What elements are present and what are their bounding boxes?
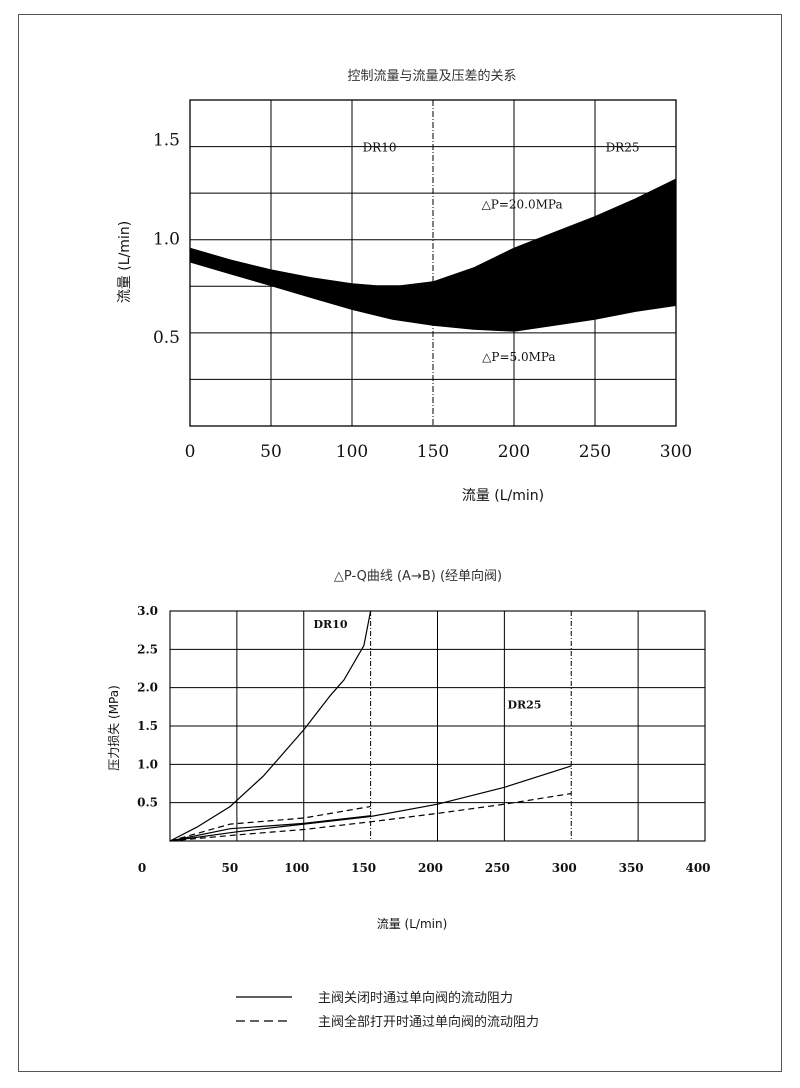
chart2-ylabel: 压力损失 (MPa) xyxy=(106,685,121,771)
chart2-xtick-label: 250 xyxy=(485,861,510,875)
legend-solid-label: 主阀关闭时通过单向阀的流动阻力 xyxy=(318,990,513,1006)
chart1-ytick-label: 1.0 xyxy=(153,229,180,249)
chart1-band xyxy=(189,178,677,332)
chart1-xlabel: 流量 (L/min) xyxy=(462,488,544,504)
chart2-series-dr10-solid xyxy=(169,610,372,842)
chart2-xtick-label: 150 xyxy=(351,861,376,875)
chart2-xtick-label: 350 xyxy=(619,861,644,875)
chart1-ylabel: 流量 (L/min) xyxy=(117,221,133,303)
chart1-xtick-label: 150 xyxy=(417,442,449,462)
chart2-lines xyxy=(169,610,572,842)
chart1-annotations: DR10 DR25 △P=20.0MPa △P=5.0MPa xyxy=(363,140,640,363)
legend: 主阀关闭时通过单向阀的流动阻力 主阀全部打开时通过单向阀的流动阻力 xyxy=(236,990,539,1030)
chart2-annotation: DR25 xyxy=(507,698,541,711)
chart2-xtick-label: 400 xyxy=(685,861,710,875)
chart1-title: 控制流量与流量及压差的关系 xyxy=(347,68,516,84)
chart2-annotation: DR10 xyxy=(314,618,348,631)
chart1-xtick-label: 250 xyxy=(579,442,611,462)
chart2-xtick-label: 200 xyxy=(418,861,443,875)
chart-flow-control: 控制流量与流量及压差的关系 0 50 100 150 200 250 300 0.5 1.0 1.… xyxy=(117,68,692,504)
chart1-annotation: DR25 xyxy=(606,140,640,154)
chart1-ytick-label: 0.5 xyxy=(153,328,180,348)
chart1-xtick-label: 50 xyxy=(260,442,282,462)
chart1-xtick-label: 0 xyxy=(185,442,196,462)
chart2-xtick-label: 50 xyxy=(222,861,239,875)
chart1-xtick-label: 100 xyxy=(336,442,368,462)
chart1-annotation: △P=5.0MPa xyxy=(482,350,555,364)
chart2-series-dr25-solid xyxy=(169,765,572,842)
chart2-title: △P-Q曲线 (A→B) (经单向阀) xyxy=(334,568,502,584)
chart2-xtick-label: 100 xyxy=(284,861,309,875)
chart2-series-dr10-dashed xyxy=(169,805,371,842)
chart2-series-dr25-dashed xyxy=(169,792,572,842)
chart2-ytick-label: 1.0 xyxy=(137,757,158,771)
chart2-xtick-label: 0 xyxy=(138,861,146,875)
chart1-ticks: 0 50 100 150 200 250 300 0.5 1.0 1.5 xyxy=(153,131,692,462)
chart2-ytick-label: 1.5 xyxy=(137,719,158,733)
chart2-ytick-label: 0.5 xyxy=(137,796,158,810)
chart2-grid xyxy=(169,610,706,842)
chart2-ytick-label: 2.0 xyxy=(137,681,158,695)
chart2-series-dr10-solid xyxy=(169,815,371,842)
chart2-annotations: DR10 DR25 xyxy=(314,618,542,712)
figure-frame xyxy=(18,14,782,1072)
chart2-ytick-label: 3.0 xyxy=(137,604,158,618)
chart2-ytick-label: 2.5 xyxy=(137,642,158,656)
chart1-xtick-label: 300 xyxy=(660,442,692,462)
chart1-annotation: △P=20.0MPa xyxy=(482,198,563,212)
chart2-xlabel: 流量 (L/min) xyxy=(377,917,448,931)
chart1-ytick-label: 1.5 xyxy=(153,131,180,151)
chart1-annotation: DR10 xyxy=(363,140,397,154)
legend-dashed-label: 主阀全部打开时通过单向阀的流动阻力 xyxy=(318,1014,539,1030)
chart1-xtick-label: 200 xyxy=(498,442,530,462)
chart-pressure-loss: △P-Q曲线 (A→B) (经单向阀) 0 50 100 150 200 250 300 35… xyxy=(106,568,711,931)
chart2-ticks: 0 50 100 150 200 250 300 350 400 0.5 1.0 1.5 2.0 2.5 3… xyxy=(137,604,710,875)
chart2-xtick-label: 300 xyxy=(552,861,577,875)
chart1-flow-band xyxy=(189,178,677,332)
